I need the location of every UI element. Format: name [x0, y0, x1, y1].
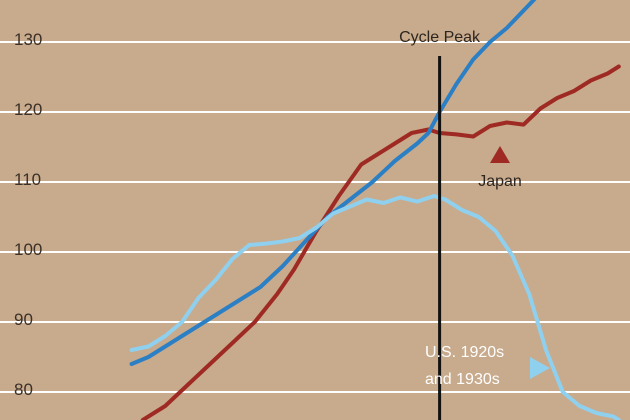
us-label-line1: U.S. 1920s	[425, 344, 504, 361]
y-tick-80: 80	[14, 380, 33, 399]
series-lines	[129, 0, 621, 420]
cycle-peak-label: Cycle Peak	[399, 29, 481, 46]
y-tick-130: 130	[14, 30, 42, 49]
y-tick-labels: 80 90 100 110 120 130	[14, 30, 42, 399]
japan-marker-icon	[490, 146, 510, 163]
y-tick-120: 120	[14, 100, 42, 119]
y-tick-100: 100	[14, 240, 42, 259]
gridlines	[0, 41, 630, 393]
japan-label: Japan	[478, 173, 522, 190]
series-line-2	[129, 194, 621, 420]
series-line-1	[129, 0, 537, 366]
us-marker-icon	[530, 357, 550, 379]
us-label-line2: and 1930s	[425, 371, 500, 388]
japan-annotation: Japan	[478, 146, 522, 190]
series-line-0	[140, 64, 621, 420]
y-tick-110: 110	[14, 170, 41, 189]
y-tick-90: 90	[14, 310, 33, 329]
us-annotation: U.S. 1920s and 1930s	[425, 344, 550, 388]
